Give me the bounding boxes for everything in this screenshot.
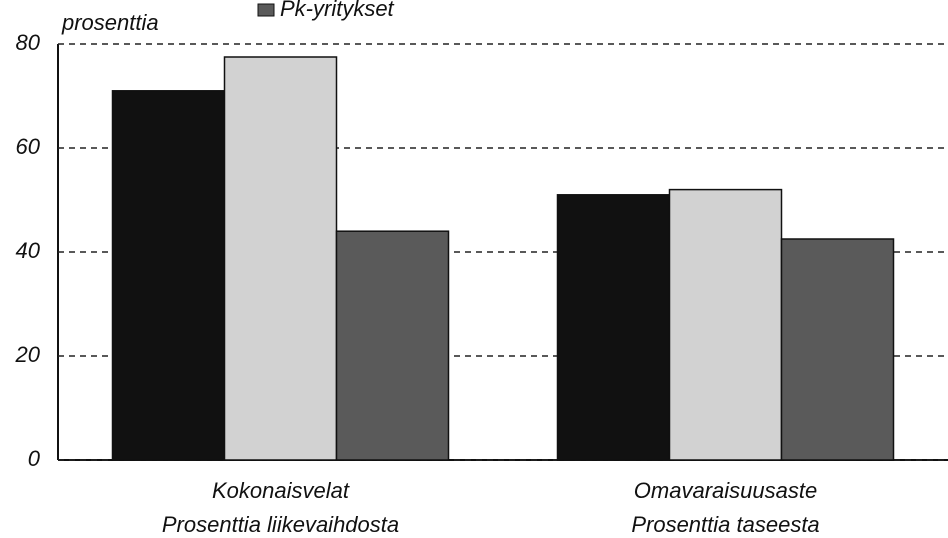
y-tick-label: 20: [15, 342, 41, 367]
x-tick-label: Kokonaisvelat: [212, 478, 350, 503]
legend-swatch: [257, 3, 275, 17]
bar: [111, 90, 226, 461]
y-tick-label: 40: [16, 238, 41, 263]
bar: [780, 238, 895, 461]
bar: [335, 230, 450, 461]
y-axis-label: prosenttia: [61, 10, 159, 35]
y-tick-label: 60: [16, 134, 41, 159]
y-tick-label: 0: [28, 446, 41, 471]
x-tick-label: Prosenttia liikevaihdosta: [162, 512, 399, 537]
bar: [668, 188, 783, 461]
x-tick-label: Prosenttia taseesta: [631, 512, 819, 537]
x-tick-label: Omavaraisuusaste: [634, 478, 817, 503]
bar: [556, 194, 671, 461]
y-tick-label: 80: [16, 30, 41, 55]
bar: [223, 56, 338, 461]
legend-label: Pk-yritykset: [280, 0, 395, 21]
